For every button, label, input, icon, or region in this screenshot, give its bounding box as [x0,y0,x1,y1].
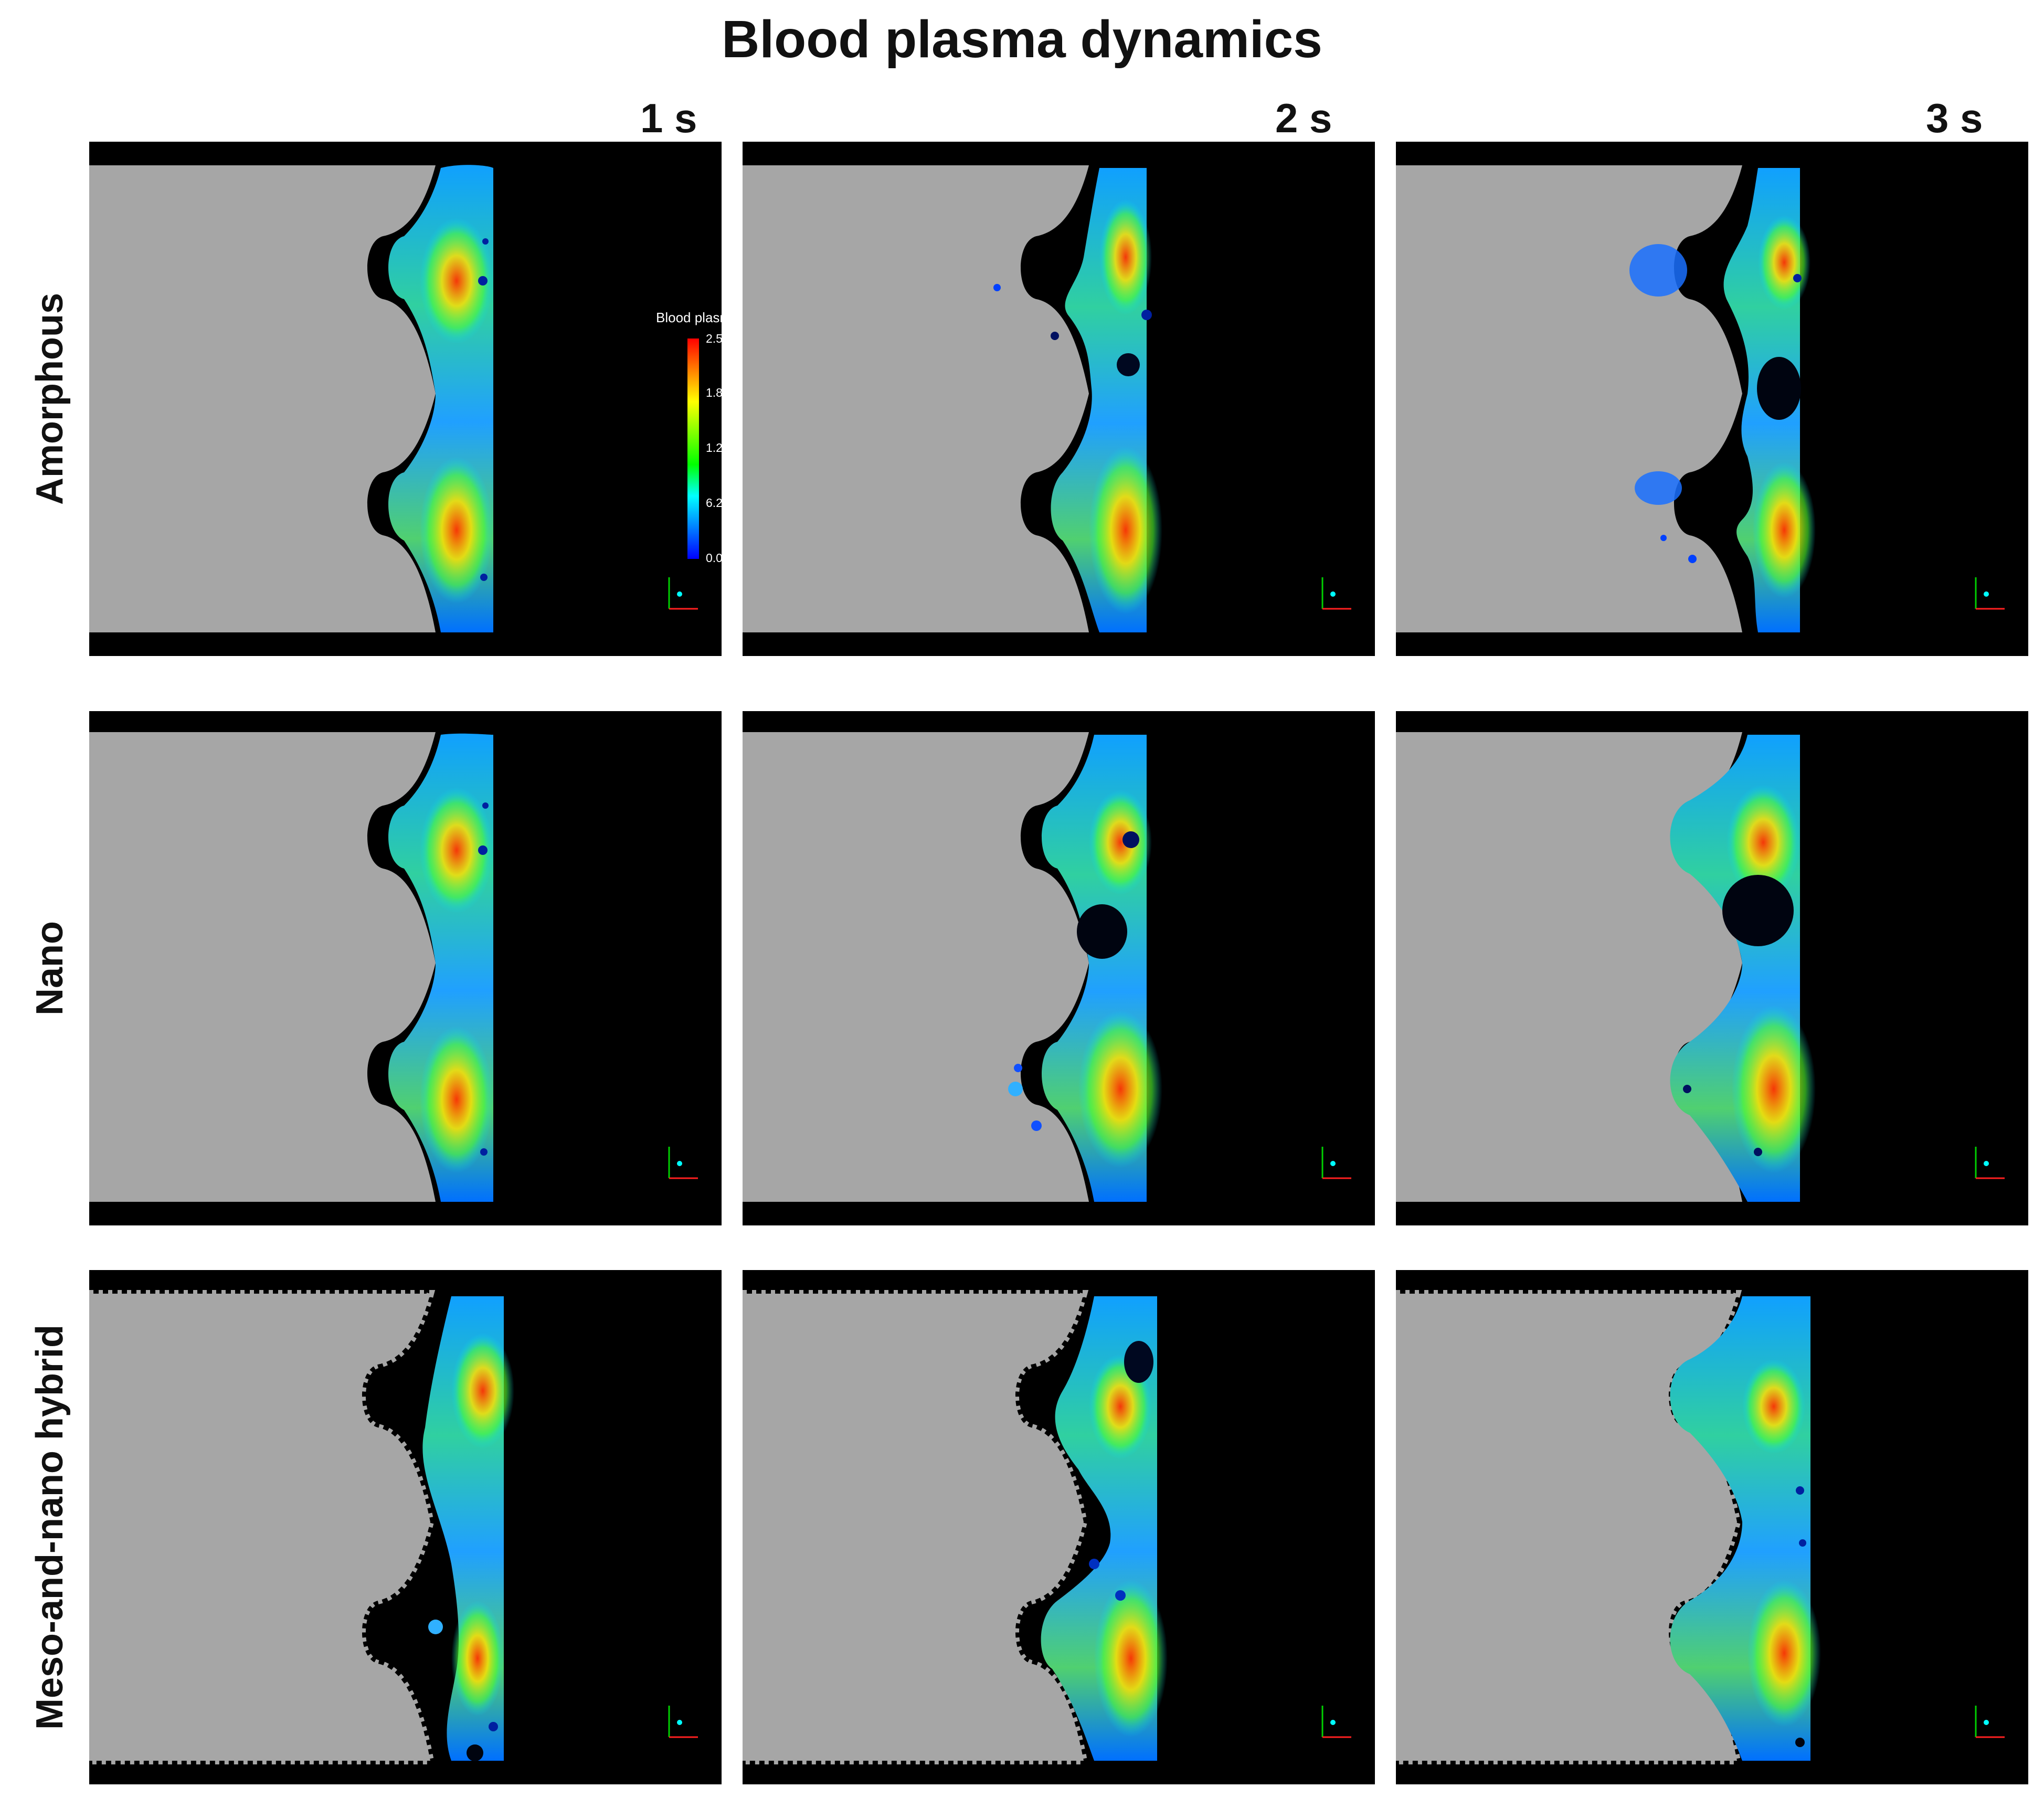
panel-hybrid-2s [743,1270,1375,1784]
panel-nano-1s [89,711,722,1225]
panel-nano-2s [743,711,1375,1225]
panel-amorphous-1s: Blood plasma (kg) 2.500×10⁻⁷ 1.875×10⁻⁷ … [89,142,768,656]
legend-tick-min: 0.000 [706,551,736,565]
panel-amorphous-2s [743,142,1375,656]
row-label-hybrid: Meso-and-nano hybrid [29,1325,71,1730]
row-label-wrap-hybrid: Meso-and-nano hybrid [21,1270,79,1784]
column-label-2s: 2 s [1275,95,1332,141]
panel-hybrid-1s [89,1270,722,1784]
panel-nano-3s [1396,711,2028,1225]
row-label-amorphous: Amorphous [29,293,71,505]
panel-hybrid-3s [1396,1270,2028,1784]
panel-amorphous-3s [1396,142,2028,656]
column-label-1s: 1 s [640,95,697,141]
row-label-wrap-amorphous: Amorphous [21,142,79,656]
legend-colorbar [687,339,699,559]
row-label-nano: Nano [29,921,71,1016]
column-label-3s: 3 s [1926,95,1983,141]
row-label-wrap-nano: Nano [21,711,79,1225]
figure-title: Blood plasma dynamics [722,10,1322,69]
